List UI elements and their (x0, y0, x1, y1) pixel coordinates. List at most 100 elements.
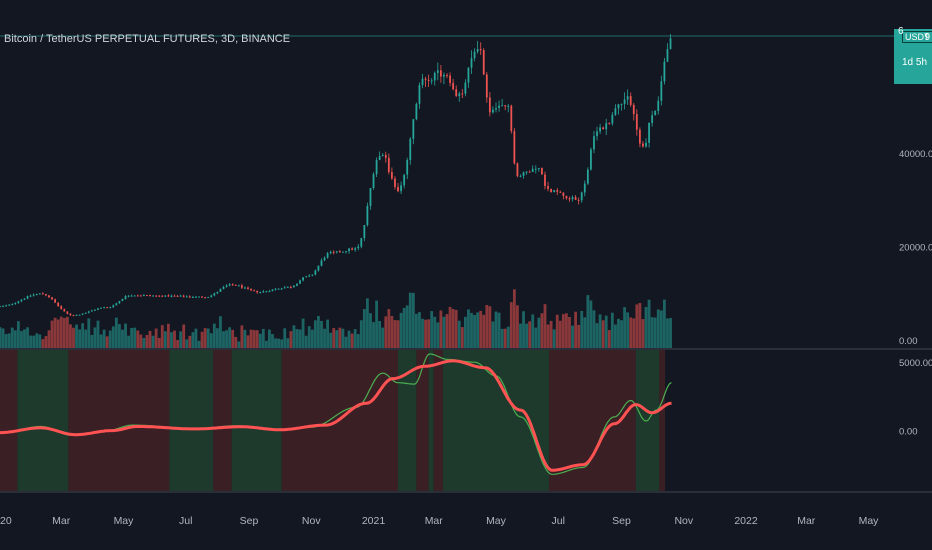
candle-body (528, 171, 531, 173)
volume-bar (145, 335, 149, 348)
candle-body (60, 306, 63, 310)
volume-bar (148, 330, 152, 348)
candle-body (75, 314, 78, 316)
volume-bar (522, 311, 525, 348)
candle-body (525, 171, 528, 173)
candle-body (476, 49, 479, 52)
candle-body (642, 143, 644, 147)
volume-bar (494, 311, 498, 348)
candle-body (559, 191, 562, 193)
candle-body (363, 225, 366, 239)
volume-bar (460, 327, 464, 348)
candle-body (537, 168, 540, 170)
candle-body (553, 190, 556, 193)
candle-body (90, 310, 93, 312)
volume-bar (142, 338, 146, 348)
candle-body (501, 105, 504, 107)
last-price-tag: USDT 9 (894, 29, 932, 50)
candle-body (240, 285, 243, 288)
candle-body (342, 251, 344, 253)
volume-bar (295, 329, 299, 348)
volume-bar (485, 304, 489, 348)
trend-region-red (213, 350, 232, 492)
volume-bar (10, 327, 14, 348)
candle-body (283, 287, 286, 289)
volume-bar (170, 332, 173, 348)
candle-body (63, 309, 66, 312)
volume-bar (228, 327, 232, 348)
volume-bar (50, 320, 54, 348)
candle-body (611, 114, 614, 124)
volume-bar (436, 322, 440, 348)
volume-bar (206, 328, 210, 348)
volume-bar (607, 330, 611, 348)
volume-bar (565, 313, 568, 348)
volume-bar (332, 328, 336, 348)
volume-bar (598, 314, 602, 348)
volume-bar (298, 329, 302, 348)
volume-bar (390, 316, 394, 348)
volume-bar (7, 333, 11, 348)
candle-body (133, 295, 136, 297)
candle-body (41, 293, 44, 295)
volume-bar (418, 312, 421, 348)
volume-bar (512, 289, 516, 348)
volume-bar (626, 312, 630, 348)
volume-bar (463, 316, 467, 348)
candle-body (504, 105, 507, 107)
candle-body (599, 127, 601, 132)
candle-body (57, 302, 60, 307)
volume-bar (632, 318, 636, 348)
candle-body (498, 105, 500, 109)
volume-bar (457, 320, 461, 348)
candle-body (216, 291, 219, 294)
candle-body (409, 138, 412, 160)
candle-body (534, 168, 537, 170)
candle-body (485, 74, 488, 98)
candle-body (519, 175, 522, 177)
candle-body (406, 159, 409, 175)
volume-bar (323, 328, 326, 348)
volume-bar (430, 311, 434, 348)
candle-body (384, 154, 387, 158)
candle-body (565, 195, 568, 199)
volume-bar (151, 335, 155, 348)
candle-body (293, 285, 295, 288)
date-axis-tick: Jul (179, 515, 192, 527)
price-label-suffix: 9 (924, 32, 930, 43)
volume-bar (614, 324, 617, 348)
candle-body (541, 168, 543, 175)
candle-body (94, 309, 96, 311)
volume-bar (335, 330, 339, 348)
volume-bar (650, 317, 654, 348)
volume-bar (20, 331, 23, 348)
volume-bar (592, 310, 596, 348)
volume-bar (130, 327, 134, 348)
volume-bar (307, 326, 311, 348)
currency-badge[interactable]: USDT (902, 31, 932, 43)
volume-bar (219, 316, 222, 348)
volume-bar (274, 338, 277, 348)
candle-body (335, 251, 338, 253)
candle-body (262, 291, 265, 293)
candle-body (397, 186, 399, 192)
volume-bar (555, 314, 559, 348)
candle-body (635, 114, 638, 130)
volume-bar (405, 305, 409, 348)
volume-bar (470, 312, 473, 348)
candle-body (629, 96, 632, 105)
volume-bar (252, 330, 256, 348)
candle-body (277, 288, 280, 290)
candle-body (152, 295, 154, 297)
volume-bar (500, 328, 504, 348)
volume-bar (124, 323, 127, 348)
volume-bar (506, 326, 510, 348)
candle-body (433, 72, 436, 81)
volume-bar (166, 323, 170, 348)
candle-body (357, 246, 360, 249)
candle-body (510, 105, 513, 132)
volume-bar (203, 328, 207, 348)
volume-bar (549, 320, 553, 348)
volume-bar (258, 333, 262, 348)
